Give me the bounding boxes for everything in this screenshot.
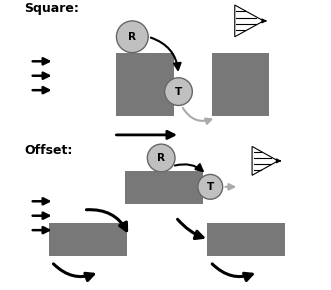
Polygon shape (252, 146, 278, 175)
Bar (212, 53, 269, 116)
Polygon shape (235, 5, 263, 37)
Text: Offset:: Offset: (24, 144, 72, 157)
Text: T: T (207, 182, 214, 192)
Bar (207, 223, 285, 256)
Circle shape (165, 78, 192, 106)
Text: Square:: Square: (24, 2, 79, 15)
Circle shape (117, 21, 148, 53)
Circle shape (147, 144, 175, 172)
Text: R: R (157, 153, 165, 163)
Bar (49, 223, 126, 256)
Bar (117, 53, 174, 116)
Text: R: R (128, 32, 136, 42)
Circle shape (198, 175, 223, 199)
Text: T: T (175, 87, 182, 97)
Bar (125, 171, 203, 204)
